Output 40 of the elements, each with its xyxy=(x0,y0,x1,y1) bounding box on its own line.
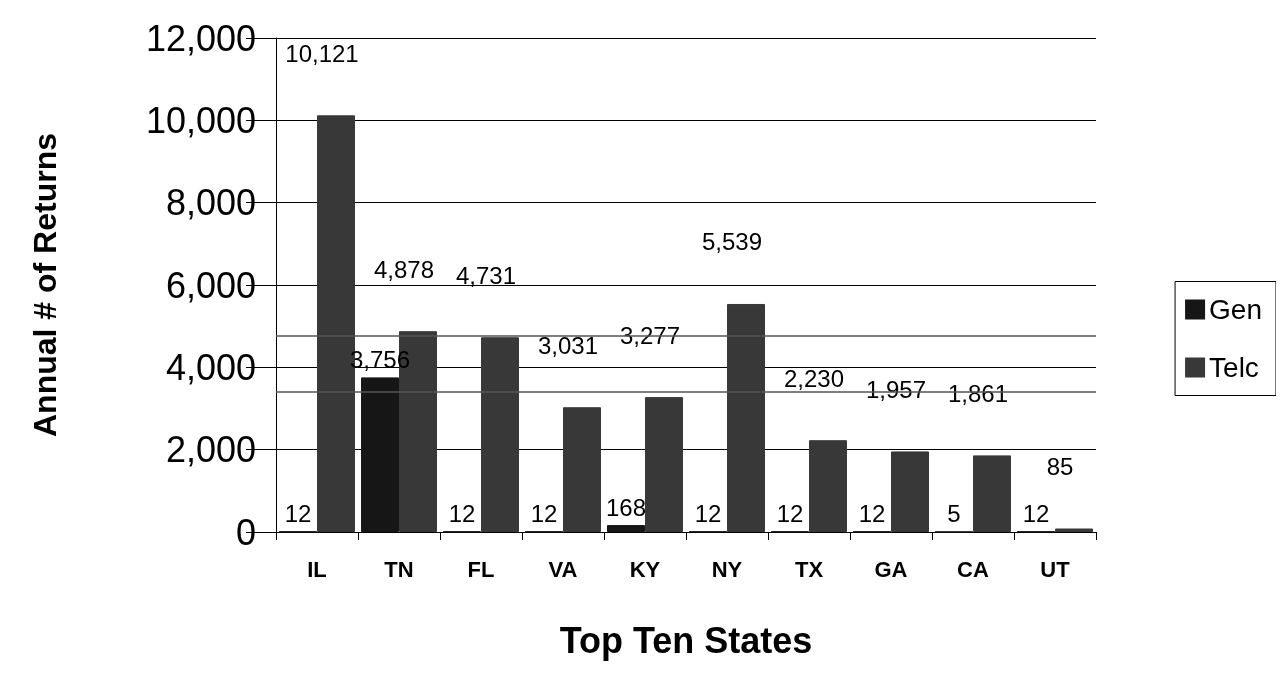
x-tick-label: TN xyxy=(384,556,414,582)
data-label: 1,957 xyxy=(865,375,927,403)
data-label: 5 xyxy=(947,499,961,527)
y-tick-label: 4,000 xyxy=(165,346,256,388)
data-label: 2,230 xyxy=(783,364,845,392)
x-tick-label: GA xyxy=(874,556,908,582)
y-tick-label: 12,000 xyxy=(145,17,256,59)
x-tick-label: TX xyxy=(794,556,824,582)
x-tick-label: NY xyxy=(711,556,743,582)
x-tick-label: FL xyxy=(467,556,495,582)
y-axis-title: Annual # of Returns xyxy=(27,132,63,438)
data-label: 12 xyxy=(284,499,312,527)
data-label: 1,861 xyxy=(947,379,1009,407)
data-label: 4,878 xyxy=(373,255,435,283)
x-tick-label: UT xyxy=(1040,556,1071,582)
y-tick-label: 8,000 xyxy=(165,182,256,224)
x-tick-label: VA xyxy=(548,556,578,582)
data-label: 85 xyxy=(1046,453,1074,480)
data-label: 12 xyxy=(694,499,722,527)
data-label: 3,277 xyxy=(619,321,681,349)
data-label: 10,121 xyxy=(285,39,359,67)
x-tick-label: CA xyxy=(957,556,989,582)
data-label: 12 xyxy=(448,499,476,527)
legend-label: Gen xyxy=(1209,294,1263,325)
y-tick-label: 2,000 xyxy=(165,429,256,471)
data-label: 12 xyxy=(858,499,886,527)
data-label: 3,031 xyxy=(537,331,599,359)
y-tick-label: 0 xyxy=(235,511,256,553)
legend-label: Telc xyxy=(1209,352,1259,383)
x-tick-label: KY xyxy=(629,556,661,582)
data-label: 168 xyxy=(605,493,647,521)
y-tick-label: 10,000 xyxy=(145,99,256,141)
y-tick-label: 6,000 xyxy=(165,264,256,306)
data-label: 5,539 xyxy=(701,228,763,256)
data-label: 12 xyxy=(530,499,558,527)
data-label: 4,731 xyxy=(455,261,517,289)
x-tick-label: IL xyxy=(307,556,327,582)
x-axis-title: Top Ten States xyxy=(559,619,813,661)
data-label: 12 xyxy=(776,499,804,527)
data-label: 12 xyxy=(1022,499,1050,527)
